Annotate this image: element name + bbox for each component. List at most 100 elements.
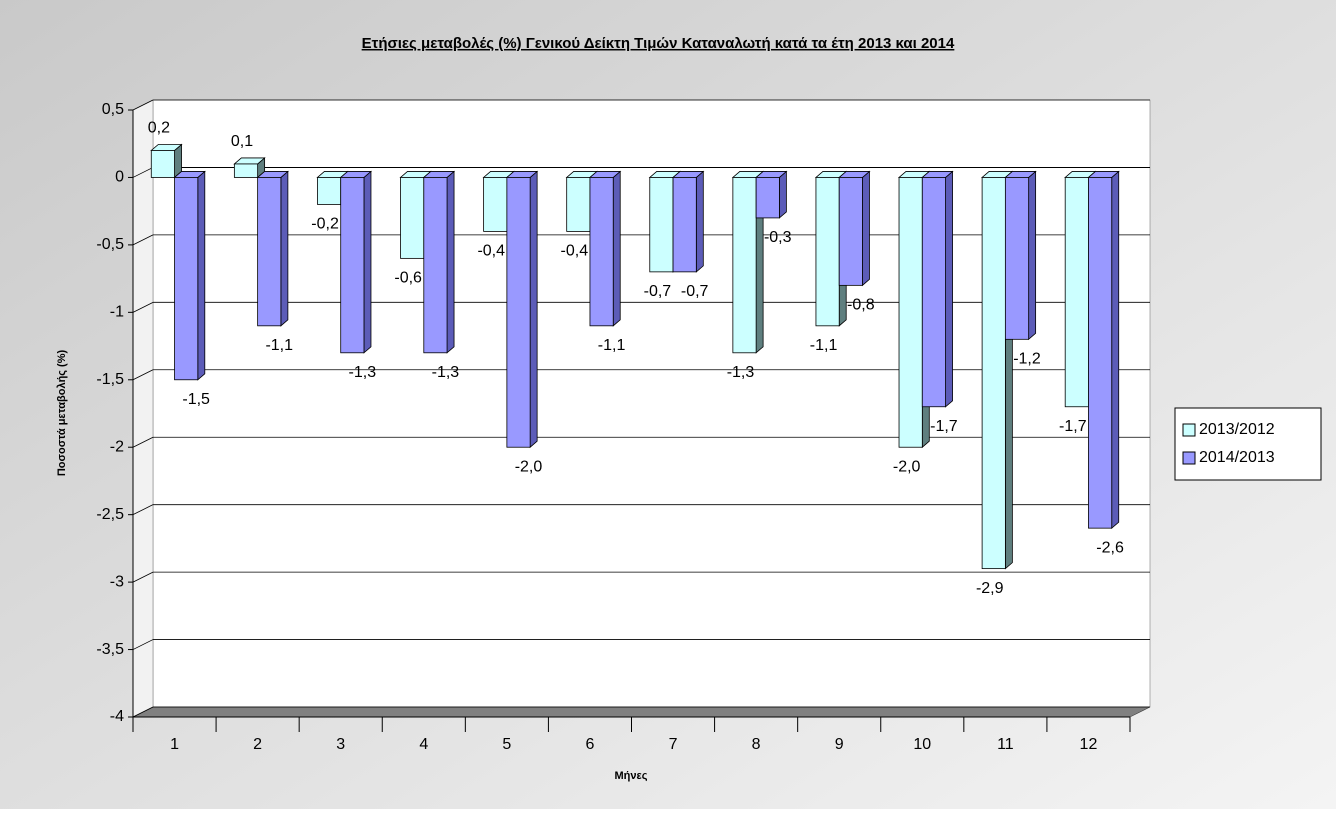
- bar: [672, 177, 697, 273]
- grid-line-depth: [132, 99, 154, 111]
- bar: [233, 163, 259, 178]
- value-label: -1,7: [1059, 418, 1087, 435]
- chart-title: Ετήσιες μεταβολές (%) Γενικού Δείκτη Τιμ…: [362, 35, 955, 52]
- value-label: -2,9: [976, 580, 1004, 597]
- value-label: -0,2: [311, 216, 339, 233]
- bar: [1004, 177, 1030, 340]
- bar: [150, 150, 175, 178]
- value-label: -1,3: [727, 364, 755, 381]
- y-tick-label: 0: [115, 169, 124, 186]
- bar-side: [529, 170, 538, 449]
- legend-label: 2014/2013: [1199, 449, 1275, 466]
- x-tick-label: 10: [913, 736, 931, 753]
- value-label: -1,3: [349, 364, 377, 381]
- bar: [921, 177, 946, 408]
- bar: [815, 177, 840, 327]
- value-label: -1,3: [432, 364, 460, 381]
- grid-line-depth: [132, 571, 154, 583]
- bar: [174, 177, 199, 381]
- bar: [566, 177, 591, 232]
- value-label: -0,7: [644, 283, 672, 300]
- bar-side: [1028, 170, 1037, 341]
- grid-line-depth: [132, 436, 154, 448]
- x-tick-label: 7: [669, 736, 678, 753]
- value-label: -0,8: [847, 297, 875, 314]
- y-tick-label: 0,5: [102, 101, 124, 118]
- x-tick-label: 6: [586, 736, 595, 753]
- x-tick-label: 9: [835, 736, 844, 753]
- grid-line-depth: [132, 369, 154, 381]
- grid-line-depth: [132, 504, 154, 516]
- bar: [898, 177, 923, 448]
- value-label: -1,2: [1013, 351, 1041, 368]
- value-label: -2,0: [515, 458, 543, 475]
- x-tick-label: 1: [170, 736, 179, 753]
- value-label: -2,6: [1096, 539, 1124, 556]
- value-label: -1,5: [182, 391, 210, 408]
- legend-swatch: [1182, 451, 1196, 465]
- x-tick-label: 12: [1080, 736, 1098, 753]
- bar: [423, 177, 448, 354]
- y-tick-label: -2: [110, 438, 124, 455]
- grid-line-depth: [132, 706, 154, 718]
- legend-box: [1174, 407, 1322, 481]
- bar: [649, 177, 674, 273]
- grid-line-depth: [132, 234, 154, 246]
- x-tick-label: 8: [752, 736, 761, 753]
- grid-line-depth: [132, 639, 154, 650]
- x-tick-label: 3: [336, 736, 345, 753]
- y-tick-label: -3: [110, 573, 124, 590]
- bar: [732, 177, 757, 354]
- bar: [257, 177, 282, 327]
- floor: [132, 706, 1151, 718]
- value-label: -1,1: [598, 337, 626, 354]
- value-label: -0,3: [764, 229, 792, 246]
- bar: [755, 177, 780, 219]
- value-label: -0,4: [561, 243, 589, 260]
- grid-line-depth: [132, 167, 154, 178]
- y-axis-title: Ποσοστά μεταβολής (%): [56, 350, 68, 477]
- bar: [589, 177, 614, 327]
- x-tick-label: 5: [502, 736, 511, 753]
- grid-line-depth: [132, 301, 154, 313]
- value-label: -0,6: [394, 270, 422, 287]
- value-label: -0,7: [681, 283, 709, 300]
- bar-side: [945, 170, 953, 408]
- side-wall: [132, 99, 154, 718]
- bar-side: [862, 170, 870, 287]
- bar: [1064, 177, 1089, 408]
- value-label: 0,2: [148, 120, 170, 137]
- value-label: -1,1: [265, 337, 293, 354]
- bar: [400, 177, 425, 259]
- value-label: -2,0: [893, 458, 921, 475]
- value-label: -1,1: [810, 337, 838, 354]
- value-label: -0,4: [477, 243, 505, 260]
- y-tick-label: -1,5: [96, 371, 124, 388]
- legend-label: 2013/2012: [1199, 421, 1275, 438]
- bar: [317, 177, 342, 205]
- bar: [483, 177, 508, 232]
- bar-side: [197, 170, 206, 381]
- y-tick-label: -3,5: [96, 641, 124, 658]
- bar: [981, 177, 1006, 570]
- x-tick-label: 4: [419, 736, 428, 753]
- value-label: 0,1: [231, 133, 253, 150]
- bar: [838, 177, 863, 286]
- x-tick-label: 11: [997, 736, 1014, 753]
- x-axis-title: Μήνες: [615, 770, 648, 782]
- bar-side: [778, 170, 787, 219]
- bar-side: [280, 170, 289, 327]
- bar: [506, 177, 531, 448]
- x-tick-label: 2: [253, 736, 262, 753]
- plot-area: 0,50-0,5-1-1,5-2-2,5-3-3,5-41 2 3 4 5 6 7 8 9 10 1…: [96, 99, 1322, 753]
- y-tick-label: -4: [110, 708, 124, 725]
- bar-side: [695, 170, 704, 273]
- legend-swatch: [1182, 423, 1196, 437]
- bar-side: [612, 170, 621, 327]
- bar: [340, 177, 365, 354]
- y-tick-label: -1: [110, 304, 124, 321]
- y-tick-label: -2,5: [96, 506, 124, 523]
- bar-side: [1111, 170, 1120, 530]
